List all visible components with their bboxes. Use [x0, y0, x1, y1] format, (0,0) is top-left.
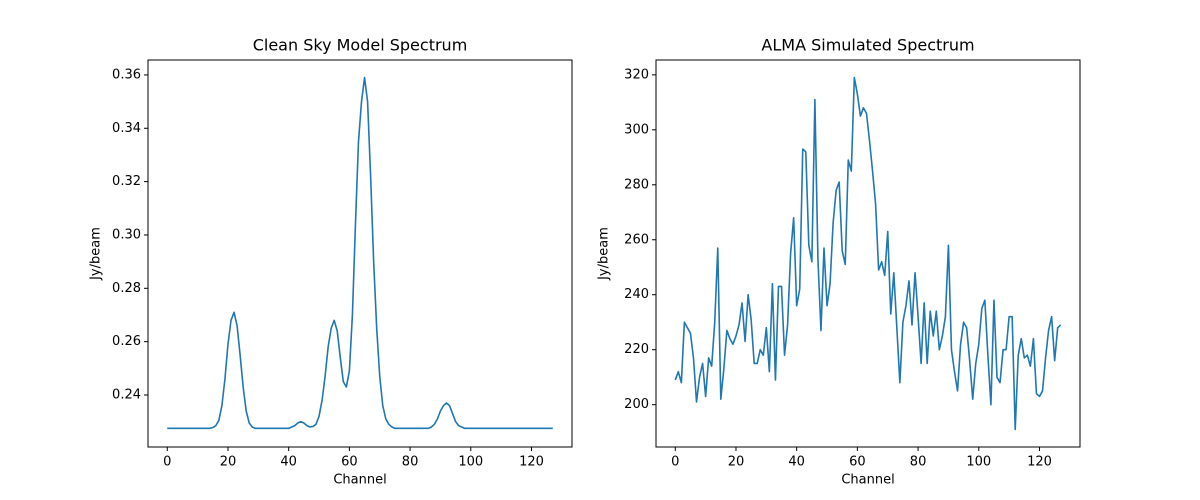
x-tick-label: 100 [966, 455, 991, 470]
y-axis-label: Jy/beam [89, 227, 104, 281]
plot-area [655, 59, 1081, 448]
y-tick-label: 0.36 [112, 67, 141, 82]
x-tick-label: 20 [220, 455, 237, 470]
x-tick-label: 40 [280, 455, 297, 470]
x-tick-label: 120 [519, 455, 544, 470]
x-tick-label: 60 [341, 455, 358, 470]
y-tick-label: 0.28 [112, 281, 141, 296]
y-tick-label: 0.30 [112, 227, 141, 242]
y-tick-label: 260 [624, 232, 649, 247]
x-tick-label: 40 [788, 455, 805, 470]
x-tick-label: 120 [1027, 455, 1052, 470]
chart-title: ALMA Simulated Spectrum [761, 36, 974, 55]
y-tick-label: 0.34 [112, 121, 141, 136]
y-tick-label: 200 [624, 397, 649, 412]
data-line [674, 76, 1062, 431]
x-tick-label: 0 [163, 455, 171, 470]
y-tick-label: 0.24 [112, 387, 141, 402]
x-tick-label: 80 [402, 455, 419, 470]
y-tick-label: 300 [624, 122, 649, 137]
y-tick-label: 0.26 [112, 334, 141, 349]
data-line [167, 76, 553, 430]
x-tick-label: 20 [728, 455, 745, 470]
x-tick-label: 0 [671, 455, 679, 470]
y-axis-label: Jy/beam [597, 227, 612, 281]
y-tick-label: 0.32 [112, 174, 141, 189]
x-tick-label: 100 [458, 455, 483, 470]
y-tick-label: 280 [624, 177, 649, 192]
y-tick-label: 320 [624, 67, 649, 82]
y-tick-label: 240 [624, 287, 649, 302]
plot-area [147, 59, 573, 448]
y-tick-label: 220 [624, 342, 649, 357]
x-tick-label: 80 [910, 455, 927, 470]
x-axis-label: Channel [333, 473, 386, 488]
x-tick-label: 60 [849, 455, 866, 470]
x-axis-label: Channel [841, 473, 894, 488]
chart-title: Clean Sky Model Spectrum [253, 36, 468, 55]
